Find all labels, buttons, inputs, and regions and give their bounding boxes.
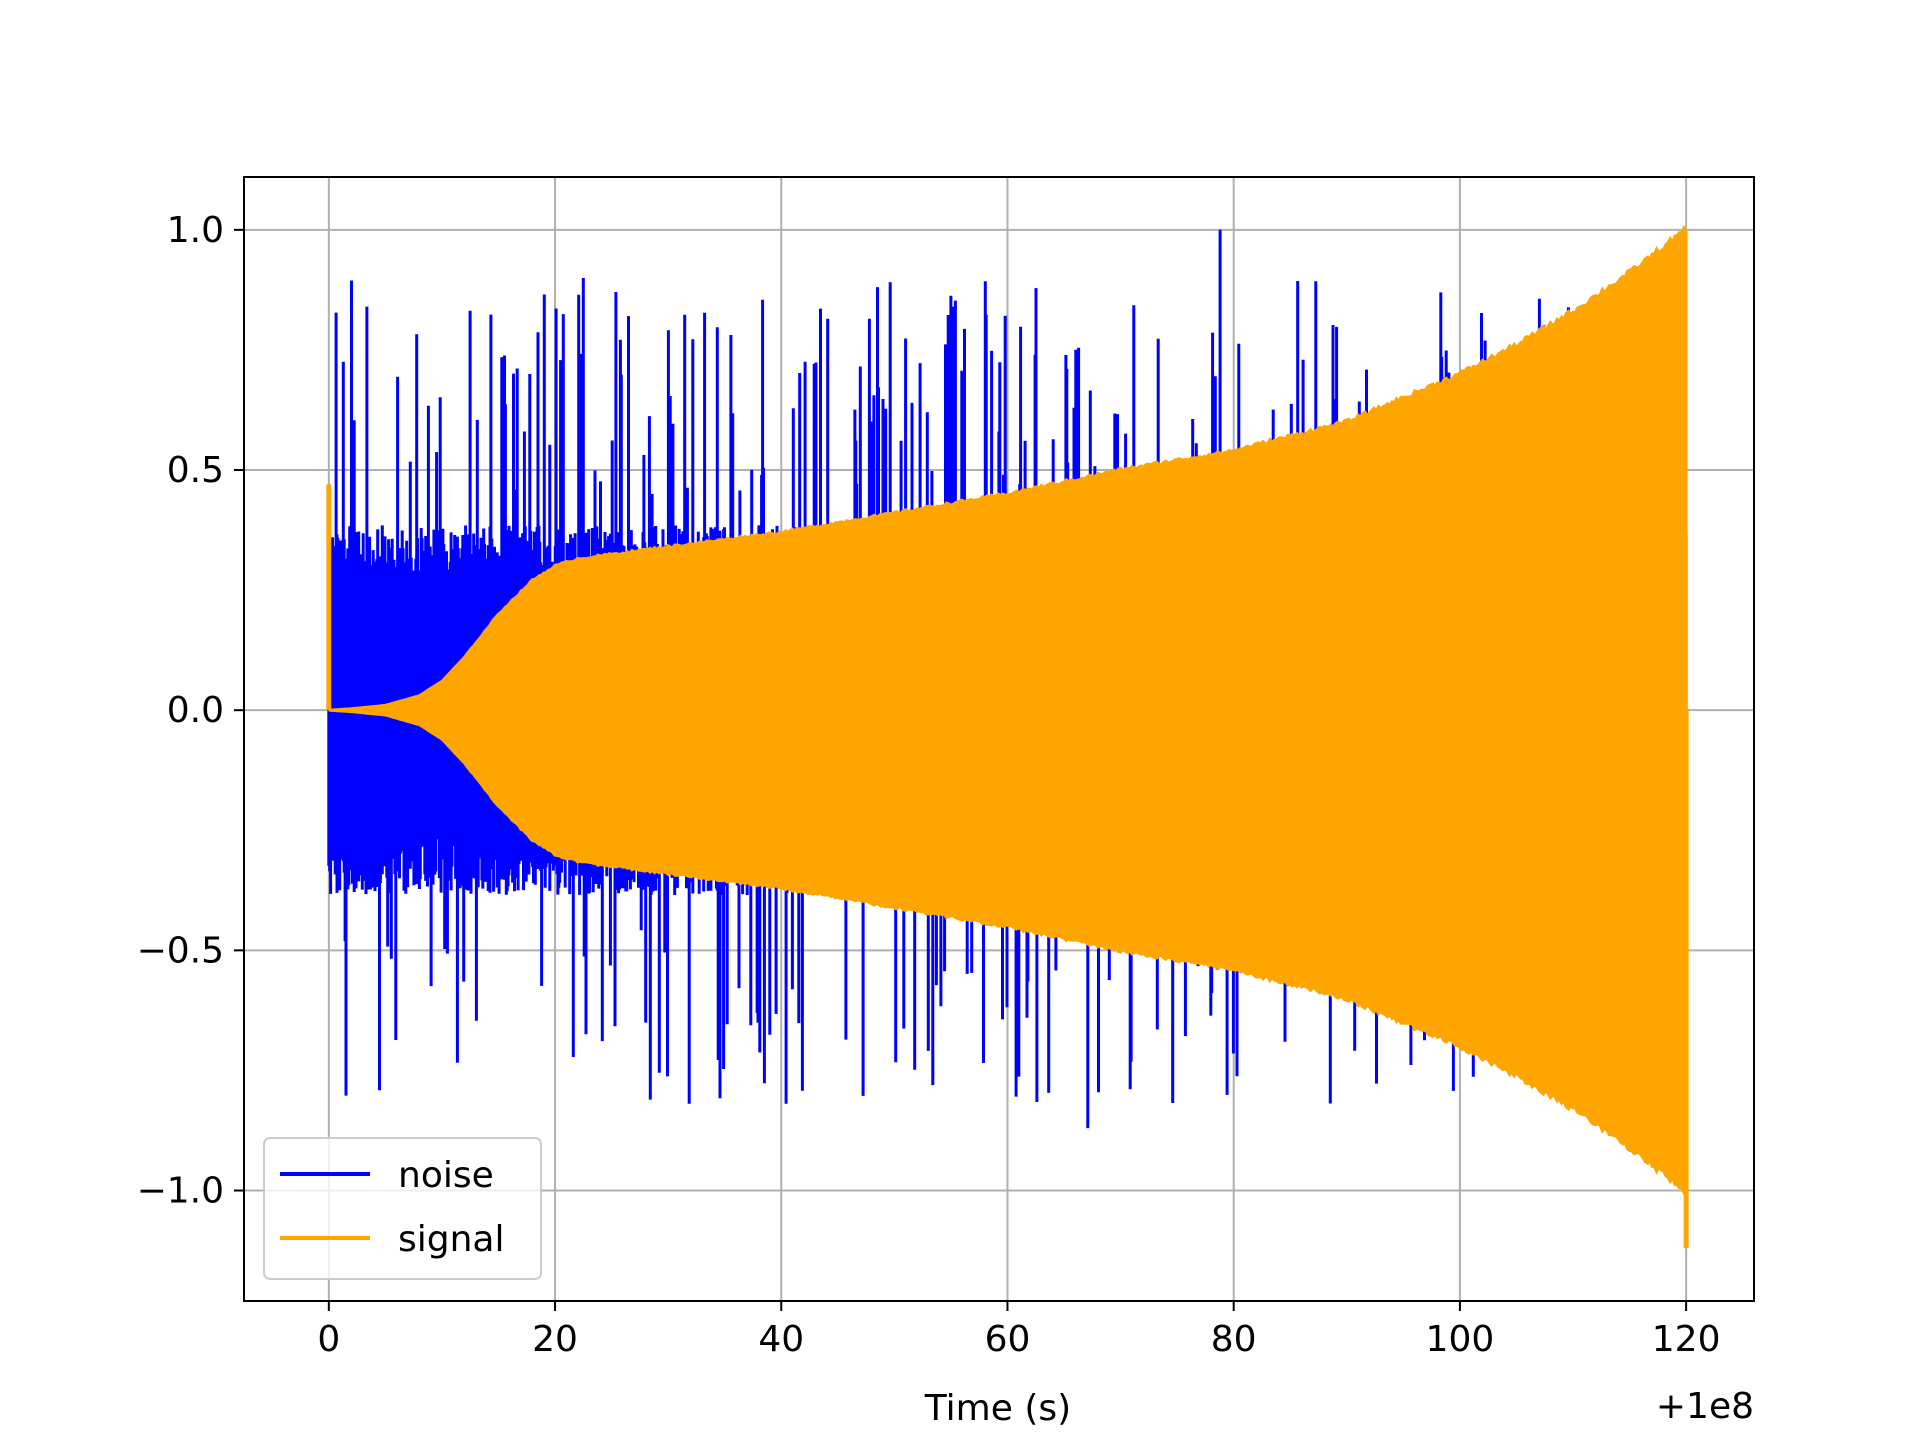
x-offset-label: +1e8 <box>1656 1386 1754 1427</box>
y-tick-label: 1.0 <box>167 210 224 251</box>
x-tick-label: 20 <box>532 1319 578 1360</box>
x-tick-label: 120 <box>1652 1319 1721 1360</box>
y-tick-label: −1.0 <box>137 1171 224 1212</box>
plot-area <box>326 224 1689 1249</box>
legend: noise signal <box>263 1137 542 1280</box>
ticks: 0 20 40 60 80 100 120 1.0 0.5 0.0 −0.5 −1.0 <box>137 210 1721 1360</box>
legend-label-noise: noise <box>398 1155 494 1196</box>
x-tick-label: 40 <box>758 1319 804 1360</box>
legend-label-signal: signal <box>398 1219 505 1260</box>
axes-frame <box>243 176 1755 1302</box>
y-tick-label: 0.0 <box>167 690 224 731</box>
x-axis-label: Time (s) <box>924 1388 1071 1429</box>
x-tick-label: 80 <box>1211 1319 1257 1360</box>
x-tick-label: 0 <box>317 1319 340 1360</box>
x-tick-label: 60 <box>985 1319 1031 1360</box>
x-tick-label: 100 <box>1426 1319 1495 1360</box>
y-tick-label: 0.5 <box>167 450 224 491</box>
y-tick-label: −0.5 <box>137 930 224 971</box>
